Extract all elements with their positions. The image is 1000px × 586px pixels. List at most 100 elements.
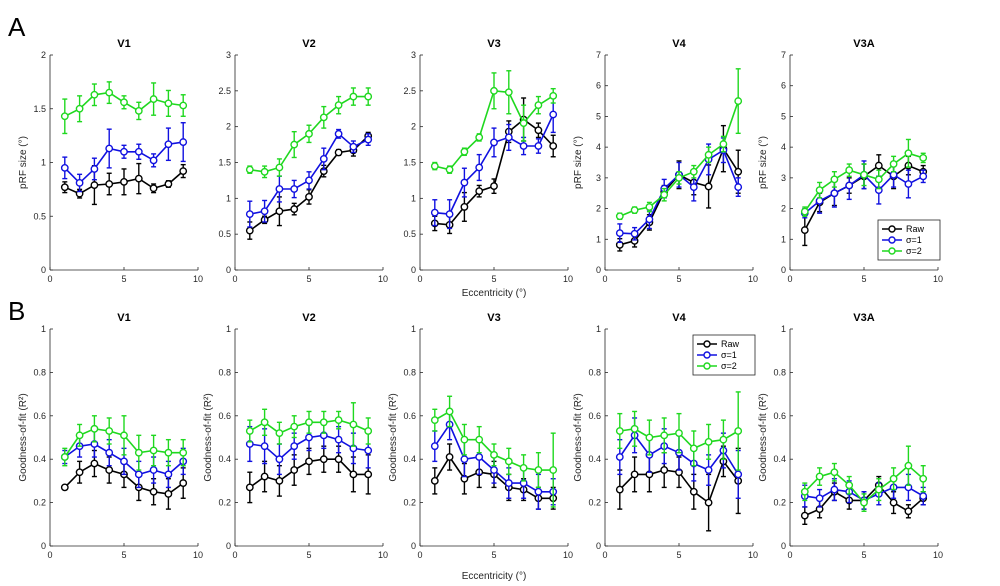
subplot-v1-prf: V1 0 0.5 1 1.5 2 0 5 10 pRF size (°) bbox=[18, 38, 203, 284]
data-point bbox=[120, 147, 128, 156]
data-point bbox=[60, 163, 69, 172]
data-point bbox=[534, 466, 543, 474]
x-tick-label: 0 bbox=[47, 274, 52, 284]
data-point bbox=[105, 88, 114, 97]
y-tick-label: 3 bbox=[596, 173, 601, 183]
data-point bbox=[704, 498, 713, 507]
data-point bbox=[260, 207, 269, 216]
y-tick-label: 3 bbox=[226, 50, 231, 60]
data-point bbox=[430, 442, 439, 451]
data-point bbox=[164, 448, 173, 457]
data-point bbox=[105, 466, 114, 474]
data-point bbox=[860, 498, 868, 507]
data-point bbox=[815, 186, 824, 195]
series-sigma2 bbox=[60, 81, 188, 135]
series-sigma2 bbox=[615, 391, 743, 471]
y-tick-label: 0 bbox=[226, 541, 231, 551]
data-point bbox=[430, 208, 439, 217]
legend-entry: Raw bbox=[697, 339, 740, 349]
data-point bbox=[349, 470, 358, 479]
y-tick-label: 0 bbox=[596, 265, 601, 275]
data-point bbox=[845, 481, 854, 490]
y-tick-label: 7 bbox=[781, 50, 786, 60]
data-point bbox=[90, 165, 99, 173]
data-point bbox=[874, 161, 883, 170]
legend-label: σ=1 bbox=[906, 235, 922, 245]
x-tick-label: 5 bbox=[491, 550, 496, 560]
data-point bbox=[149, 156, 158, 165]
y-tick-label: 0.8 bbox=[218, 367, 231, 377]
y-tick-label: 1 bbox=[596, 234, 601, 244]
data-point bbox=[260, 167, 269, 176]
data-point bbox=[800, 226, 809, 234]
x-tick-label: 0 bbox=[602, 274, 607, 284]
data-point bbox=[704, 466, 713, 474]
data-point bbox=[149, 184, 158, 193]
data-point bbox=[149, 466, 158, 474]
y-tick-label: 0.4 bbox=[218, 454, 231, 464]
y-tick-label: 2 bbox=[226, 122, 231, 132]
data-point bbox=[90, 424, 99, 433]
series-sigma2 bbox=[245, 87, 373, 179]
data-point bbox=[334, 455, 343, 464]
chart-title: V3A bbox=[853, 38, 874, 50]
y-tick-label: 0 bbox=[41, 541, 46, 551]
data-point bbox=[689, 183, 698, 191]
data-point bbox=[149, 446, 158, 455]
data-point bbox=[334, 435, 343, 444]
x-tick-label: 5 bbox=[121, 274, 126, 284]
data-point bbox=[460, 147, 469, 156]
legend-marker bbox=[703, 340, 711, 348]
y-tick-label: 2 bbox=[41, 50, 46, 60]
data-point bbox=[75, 431, 84, 440]
data-point bbox=[889, 160, 898, 168]
data-point bbox=[430, 476, 439, 485]
y-tick-label: 0.5 bbox=[218, 229, 231, 239]
data-point bbox=[475, 187, 484, 196]
legend-entry: σ=1 bbox=[882, 235, 922, 245]
data-point bbox=[275, 185, 284, 193]
data-point bbox=[75, 104, 84, 113]
data-point bbox=[290, 466, 299, 474]
y-tick-label: 0.8 bbox=[773, 367, 786, 377]
data-point bbox=[319, 418, 328, 427]
data-point bbox=[645, 203, 654, 211]
data-point bbox=[319, 455, 328, 464]
data-point bbox=[630, 229, 639, 238]
y-axis-label: pRF size (°) bbox=[18, 136, 29, 189]
y-tick-label: 0.2 bbox=[773, 498, 786, 508]
data-point bbox=[504, 479, 513, 487]
data-point bbox=[179, 479, 188, 487]
chart-title: V3 bbox=[487, 312, 500, 324]
data-point bbox=[704, 182, 713, 191]
series-sigma1 bbox=[430, 95, 558, 230]
data-point bbox=[549, 110, 558, 119]
legend-label: σ=2 bbox=[906, 246, 922, 256]
y-tick-label: 0 bbox=[411, 541, 416, 551]
y-tick-label: 1.5 bbox=[33, 104, 46, 114]
data-point bbox=[830, 175, 839, 184]
data-point bbox=[364, 92, 373, 101]
y-axis-label: pRF size (°) bbox=[573, 136, 584, 189]
data-point bbox=[290, 205, 299, 213]
data-point bbox=[689, 487, 698, 496]
series-sigma2 bbox=[430, 70, 558, 174]
y-tick-label: 0.6 bbox=[33, 411, 46, 421]
data-point bbox=[349, 142, 358, 151]
x-tick-label: 10 bbox=[193, 550, 203, 560]
x-tick-label: 0 bbox=[417, 274, 422, 284]
data-point bbox=[889, 498, 898, 507]
data-point bbox=[305, 129, 313, 138]
data-point bbox=[75, 468, 84, 477]
data-point bbox=[460, 435, 469, 444]
y-tick-label: 0.8 bbox=[33, 367, 46, 377]
data-point bbox=[549, 91, 558, 100]
data-point bbox=[734, 470, 743, 479]
x-tick-label: 0 bbox=[232, 274, 237, 284]
data-point bbox=[319, 113, 328, 122]
data-point bbox=[490, 138, 498, 147]
data-point bbox=[904, 507, 913, 516]
data-point bbox=[734, 183, 743, 191]
